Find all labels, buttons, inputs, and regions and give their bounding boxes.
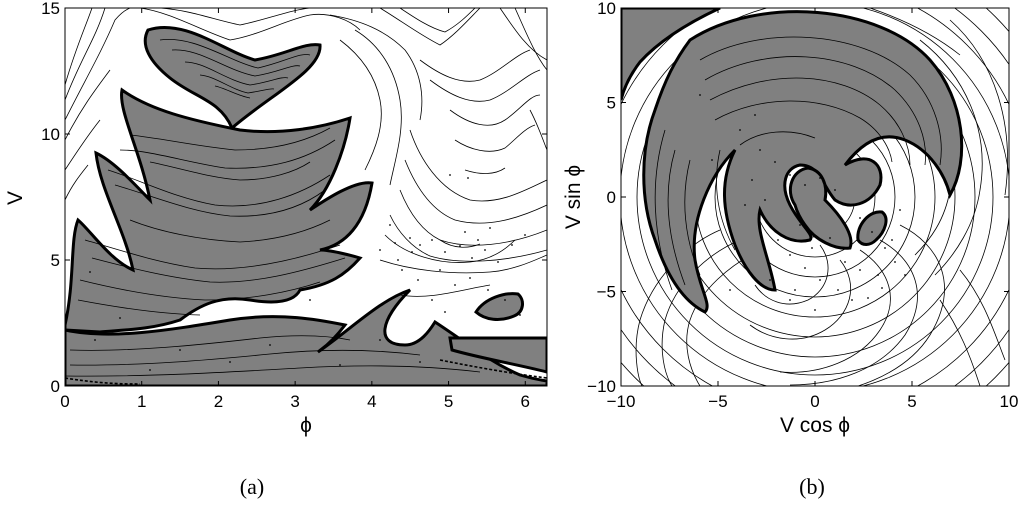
- panel-b: −10 −5 0 5 10 −10 −5 0 5 10 V cos ϕ V sin ϕ (b): [562, 0, 1018, 499]
- region-inner-lobe: [789, 166, 853, 250]
- panel-a-scatter: [71, 174, 526, 371]
- panel-a-caption: (a): [240, 474, 264, 499]
- panel-a-xtick-label: 2: [214, 392, 223, 411]
- panel-a-xtick-label: 1: [137, 392, 146, 411]
- panel-a-xtick-label: 5: [444, 392, 453, 411]
- panel-a-contours: [65, 38, 481, 377]
- panel-b-ytick-label: 0: [607, 188, 616, 207]
- panel-b-ticks: −10 −5 0 5 10 −10 −5 0 5 10: [587, 0, 1018, 411]
- panel-a-xtick-label: 6: [521, 392, 530, 411]
- panel-a-ticks: 0 1 2 3 4 5 6 0 5 10 15: [41, 0, 547, 411]
- region-main-lobes: [65, 87, 374, 334]
- panel-b-ytick-label: −5: [597, 283, 616, 302]
- panel-a-ytick-label: 15: [41, 0, 60, 18]
- panel-a-filled-regions: [65, 26, 547, 386]
- region-small-island: [856, 210, 888, 246]
- panel-b-caption: (b): [799, 474, 825, 499]
- panel-b-ylabel: V sin ϕ: [562, 165, 585, 229]
- panel-a-ytick-label: 0: [51, 377, 60, 396]
- region-main-swirl: [642, 10, 964, 314]
- panel-b-xtick-label: 10: [1000, 392, 1019, 411]
- panel-b-xlabel: V cos ϕ: [780, 414, 850, 437]
- panel-b-xtick-label: −10: [607, 392, 636, 411]
- panel-a-ytick-label: 5: [51, 251, 60, 270]
- panel-b-ytick-label: 10: [597, 0, 616, 18]
- panel-a-outer-contours: [65, 8, 547, 297]
- region-small-island: [474, 292, 524, 321]
- panel-a-axes: [64, 7, 548, 387]
- panel-b-scatter: [699, 94, 906, 311]
- panel-a-xlabel: ϕ: [300, 414, 312, 437]
- panel-a-xtick-label: 3: [290, 392, 299, 411]
- panel-b-filled-regions: [621, 8, 964, 314]
- region-top-island: [143, 26, 322, 131]
- panel-a-ylabel: V: [4, 191, 27, 205]
- panel-b-swirl-lines: [654, 36, 942, 291]
- panel-a: 0 1 2 3 4 5 6 0 5 10 15 ϕ V (a): [4, 0, 548, 499]
- panel-b-xtick-label: 0: [810, 392, 819, 411]
- panel-b-ytick-label: −10: [587, 377, 616, 396]
- region-corner-band: [621, 8, 721, 101]
- panel-b-ytick-label: 5: [607, 94, 616, 113]
- panel-a-xtick-label: 4: [367, 392, 376, 411]
- panel-a-xtick-label: 0: [60, 392, 69, 411]
- panel-b-xtick-label: −5: [708, 392, 727, 411]
- panel-a-ytick-label: 10: [41, 125, 60, 144]
- panel-a-floor-orbit: [65, 359, 547, 385]
- panel-b-xtick-label: 5: [907, 392, 916, 411]
